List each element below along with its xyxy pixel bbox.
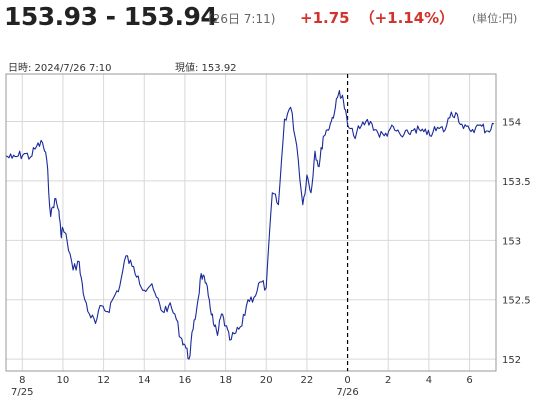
- cursor-datetime: 日時: 2024/7/26 7:10: [8, 63, 112, 74]
- price-change: +1.75 （+1.14%）: [300, 7, 454, 28]
- plot-border: [5, 73, 497, 372]
- change-percent: （+1.14%）: [359, 9, 455, 27]
- x-tick-label: 4: [426, 375, 432, 386]
- quote-header: 153.93 - 153.94 (26日 7:11) +1.75 （+1.14%）…: [0, 0, 535, 36]
- quote-time: (26日 7:11): [208, 12, 276, 26]
- x-tick-label: 22: [301, 375, 314, 386]
- x-tick-label: 16: [179, 375, 192, 386]
- y-tick-label: 153.5: [502, 177, 531, 188]
- x-tick-label: 18: [219, 375, 232, 386]
- change-value: +1.75: [300, 9, 350, 27]
- x-tick-label: 8: [19, 375, 25, 386]
- x-tick-date-label: 7/25: [11, 387, 33, 398]
- x-tick-label: 14: [138, 375, 151, 386]
- x-tick-label: 0: [344, 375, 350, 386]
- cursor-value: 現値: 153.92: [175, 63, 237, 74]
- x-tick-label: 20: [260, 375, 273, 386]
- y-tick-label: 152.5: [502, 296, 531, 307]
- price-series-line: [5, 90, 495, 360]
- y-tick-label: 152: [502, 355, 521, 366]
- y-tick-label: 153: [502, 236, 521, 247]
- unit-label: (単位:円): [472, 12, 518, 25]
- price-range: 153.93 - 153.94: [4, 2, 218, 31]
- x-tick-date-label: 7/26: [336, 387, 358, 398]
- x-tick-label: 6: [466, 375, 472, 386]
- x-tick-label: 12: [97, 375, 110, 386]
- y-tick-label: 154: [502, 118, 521, 129]
- x-tick-label: 2: [385, 375, 391, 386]
- x-tick-label: 10: [57, 375, 70, 386]
